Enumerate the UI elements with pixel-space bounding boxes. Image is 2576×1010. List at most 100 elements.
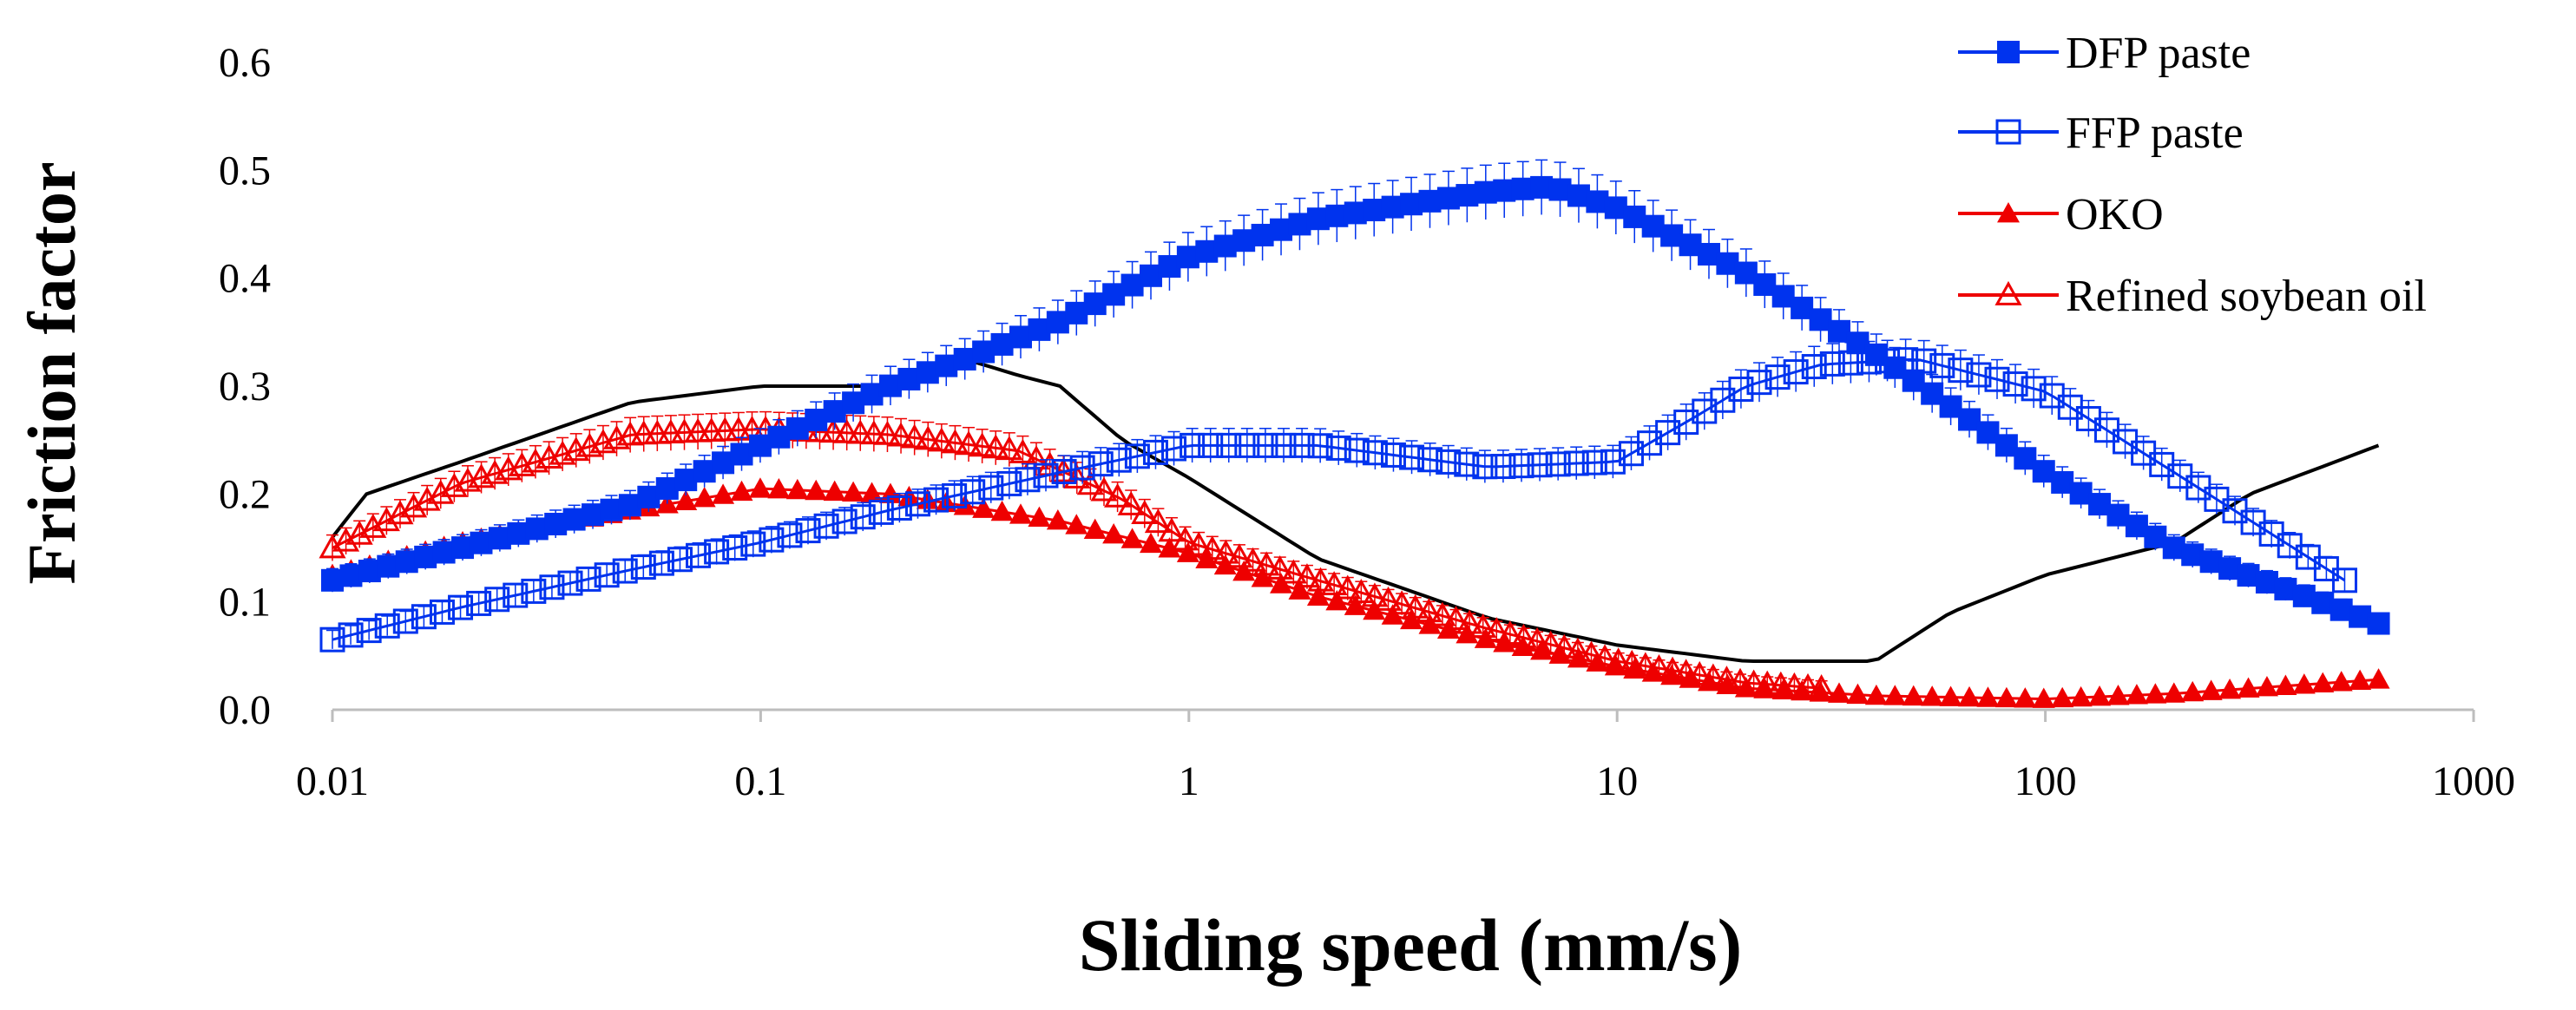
data-point [901,423,929,449]
data-point [842,481,865,502]
data-point [2349,669,2372,691]
data-point [2162,682,2185,703]
data-point [1028,506,1051,528]
data-point [1198,432,1224,458]
legend-item: DFP paste [1958,29,2251,78]
data-point [411,604,437,630]
data-point [1185,531,1212,556]
y-tick-label: 0.1 [219,580,271,626]
data-point [1083,518,1107,539]
data-point [1436,618,1460,639]
data-point [1140,532,1163,554]
data-point [1508,453,1534,479]
data-point [2002,371,2028,397]
data-point [400,493,428,518]
data-point [1213,554,1237,575]
data-point [1984,366,2010,392]
data-point [1232,560,1256,581]
data-point [1176,541,1199,562]
data-point [648,550,674,576]
data-point [466,590,492,616]
data-point [1124,443,1150,469]
data-point [1251,567,1274,587]
data-point [684,417,712,443]
data-point [345,520,373,545]
data-point [860,482,884,502]
data-point [759,527,785,553]
data-point [960,479,986,505]
data-point [730,480,753,502]
x-tick-label: 100 [2014,758,2077,804]
data-point [923,487,950,513]
x-ticks: 0.01 0.1 1 10 100 1000 [296,710,2515,804]
data-point [1846,683,1870,705]
data-point [1418,613,1442,634]
data-point [484,587,510,613]
data-point [1641,661,1665,682]
legend-label: FFP paste [2066,108,2244,158]
data-point [1288,579,1311,600]
data-point [1442,606,1470,631]
data-point [392,608,418,634]
data-point [1104,482,1132,508]
data-point [1009,438,1036,463]
data-point [630,420,658,445]
data-point [1270,573,1293,594]
data-point [1563,450,1589,476]
series-line [332,185,2380,625]
data-point [941,429,969,454]
data-point [2331,567,2357,594]
data-point [972,497,996,518]
data-point [873,420,902,445]
data-point [1051,458,1077,484]
x-tick-label: 10 [1596,758,1638,804]
data-point [2144,683,2167,704]
data-point [1400,608,1423,630]
data-point [643,419,671,444]
y-tick-label: 0.3 [219,364,271,410]
data-point [1883,685,1907,705]
data-point [942,482,968,508]
data-point [1046,509,1069,530]
data-point [2088,685,2112,706]
data-point [1783,359,1809,385]
data-point [1120,528,1144,548]
data-point [1009,503,1032,524]
data-point [1289,432,1315,458]
data-point [2181,680,2205,702]
data-point [1380,442,1406,468]
data-point [374,613,400,639]
data-point [1436,449,1462,475]
data-point [1417,447,1443,473]
data-point [1511,635,1534,656]
data-point [1388,590,1416,615]
data-point [413,486,441,511]
x-tick-label: 0.1 [734,758,786,804]
legend-marker [1994,280,2022,305]
data-point [1158,537,1181,558]
data-point [1623,658,1646,679]
legend-item: OKO [1958,190,2164,239]
data-point [1929,352,1955,378]
data-point [1347,578,1375,603]
data-point [1545,451,1571,477]
data-point [1966,362,1992,388]
data-point [1381,604,1404,625]
data-point [1293,563,1321,588]
data-point [1581,449,1607,475]
data-point [332,527,360,552]
data-point [319,534,346,559]
data-point [868,499,894,525]
data-point [2292,673,2316,694]
legend-marker [1997,202,2020,223]
legend: DFP paste FFP paste OKO Refined soybean oil [1958,29,2427,321]
y-tick-label: 0.6 [219,40,271,86]
data-point [1686,660,1713,685]
data-point [1069,455,1095,481]
data-point [1771,679,1795,700]
data-point [1102,522,1126,544]
data-point [2237,677,2260,698]
data-point [2106,685,2130,705]
data-point [1753,678,1777,698]
